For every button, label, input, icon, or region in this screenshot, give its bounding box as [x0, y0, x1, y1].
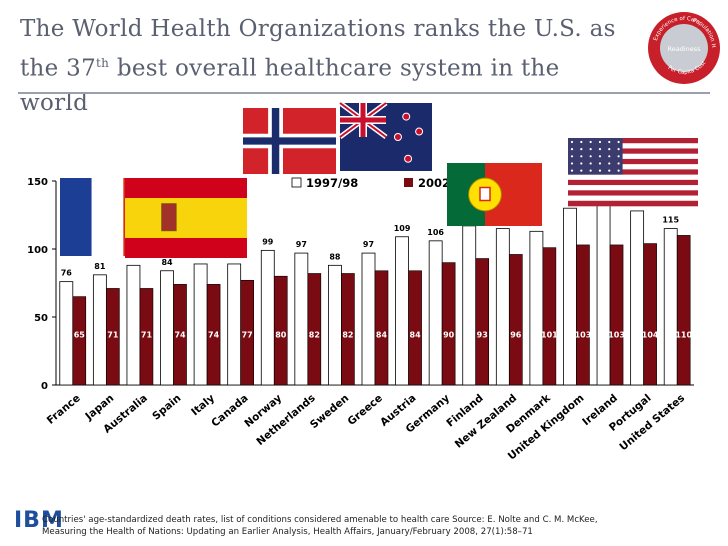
bar-1997-98	[495, 228, 510, 386]
spain-flag-icon	[125, 178, 247, 258]
bar-2002	[509, 254, 523, 386]
bar-1997-98	[126, 264, 141, 386]
title-line-1: The World Health Organizations ranks the…	[20, 16, 616, 42]
bar-2002	[408, 270, 422, 386]
bar-2002	[441, 262, 456, 386]
data-label-1997-98: 81	[94, 262, 106, 271]
bar-2002	[676, 235, 691, 386]
bar-2002	[576, 244, 590, 386]
bar-1997-98	[361, 252, 376, 386]
data-label-2002: 71	[141, 330, 153, 339]
data-label-2002: 84	[410, 330, 422, 339]
data-label-2002: 103	[575, 330, 592, 339]
bar-2002	[206, 284, 221, 386]
page-title: The World Health Organizations ranks the…	[20, 12, 620, 120]
data-label-1997-98: 99	[262, 237, 274, 246]
footnote-line-1: Countries' age-standardized death rates,…	[42, 515, 598, 525]
header-divider	[18, 92, 710, 94]
legend-label-1997-98: 1997/98	[306, 176, 358, 190]
y-tick-label: 150	[27, 177, 48, 188]
x-category-label: Spain	[150, 392, 183, 423]
data-label-2002: 96	[510, 330, 522, 339]
y-tick-label: 0	[41, 381, 48, 392]
bar-1997-98	[260, 249, 275, 386]
data-label-1997-98: 97	[296, 240, 307, 249]
bar-2002	[240, 279, 254, 386]
bar-2002	[139, 288, 154, 386]
data-label-2002: 74	[208, 330, 220, 339]
bar-1997-98	[227, 263, 242, 386]
x-category-label: Italy	[189, 392, 217, 418]
data-label-2002: 74	[174, 330, 186, 339]
data-label-2002: 101	[541, 330, 558, 339]
y-tick-label: 100	[27, 245, 48, 256]
bar-1997-98	[563, 207, 577, 386]
bar-1997-98	[428, 240, 443, 386]
portugal-flag-icon	[447, 163, 542, 226]
usa-flag-icon	[568, 138, 698, 207]
data-label-1997-98: 88	[329, 252, 341, 261]
bar-1997-98	[630, 210, 645, 386]
x-category-label: Netherlands	[254, 392, 317, 448]
bar-2002	[475, 258, 490, 386]
data-label-1997-98: 106	[427, 228, 444, 237]
data-label-2002: 93	[477, 330, 488, 339]
legend-label-2002: 2002	[418, 176, 450, 190]
legend-swatch-1997-98	[291, 177, 302, 188]
bar-2002	[106, 288, 120, 386]
data-label-2002: 65	[74, 330, 86, 339]
bar-1997-98	[529, 230, 544, 386]
bar-2002	[609, 244, 624, 386]
data-label-2002: 82	[342, 330, 353, 339]
data-label-2002: 80	[275, 330, 287, 339]
bar-1997-98	[160, 270, 174, 386]
data-label-1997-98: 76	[61, 269, 73, 278]
bar-2002	[307, 273, 322, 386]
data-label-1997-98: 115	[662, 216, 679, 225]
data-label-2002: 103	[608, 330, 625, 339]
data-label-2002: 71	[107, 330, 119, 339]
legend: 1997/98 2002	[291, 176, 450, 190]
source-footnote: Countries' age-standardized death rates,…	[42, 514, 682, 538]
data-label-1997-98: 97	[363, 240, 374, 249]
data-label-2002: 90	[443, 330, 455, 339]
x-category-label: Greece	[346, 392, 385, 428]
bar-1997-98	[92, 274, 107, 386]
bar-1997-98	[59, 281, 74, 386]
new-zealand-flag-icon	[338, 100, 432, 171]
bar-2002	[173, 284, 187, 386]
bar-2002	[643, 243, 657, 386]
legend-swatch-2002	[404, 178, 413, 187]
footnote-line-2: Measuring the Health of Nations: Updatin…	[42, 527, 533, 537]
badge-center-label: Readiness	[667, 45, 701, 53]
bar-2002	[374, 270, 389, 386]
ibm-logo: IBM	[14, 508, 64, 533]
data-label-2002: 84	[376, 330, 388, 339]
bar-1997-98	[596, 200, 611, 386]
bar-2002	[341, 273, 355, 386]
x-category-label: France	[45, 392, 83, 427]
data-label-1997-98: 84	[161, 258, 173, 267]
bar-2002	[273, 275, 288, 386]
bar-1997-98	[328, 264, 342, 386]
data-label-2002: 77	[242, 330, 253, 339]
badge-icon: Readiness Experience of Care Population …	[644, 8, 720, 84]
bar-1997-98	[462, 225, 477, 386]
bar-2002	[72, 296, 87, 386]
data-label-2002: 104	[642, 330, 659, 339]
norway-flag-icon	[243, 108, 336, 174]
data-label-1997-98: 109	[394, 224, 411, 233]
data-label-2002: 82	[309, 330, 320, 339]
bar-1997-98	[663, 228, 678, 386]
data-label-2002: 110	[675, 330, 692, 339]
bar-1997-98	[294, 252, 309, 386]
y-tick-label: 50	[34, 313, 48, 324]
bar-2002	[542, 247, 557, 386]
bar-1997-98	[395, 236, 409, 386]
bar-1997-98	[193, 263, 208, 386]
